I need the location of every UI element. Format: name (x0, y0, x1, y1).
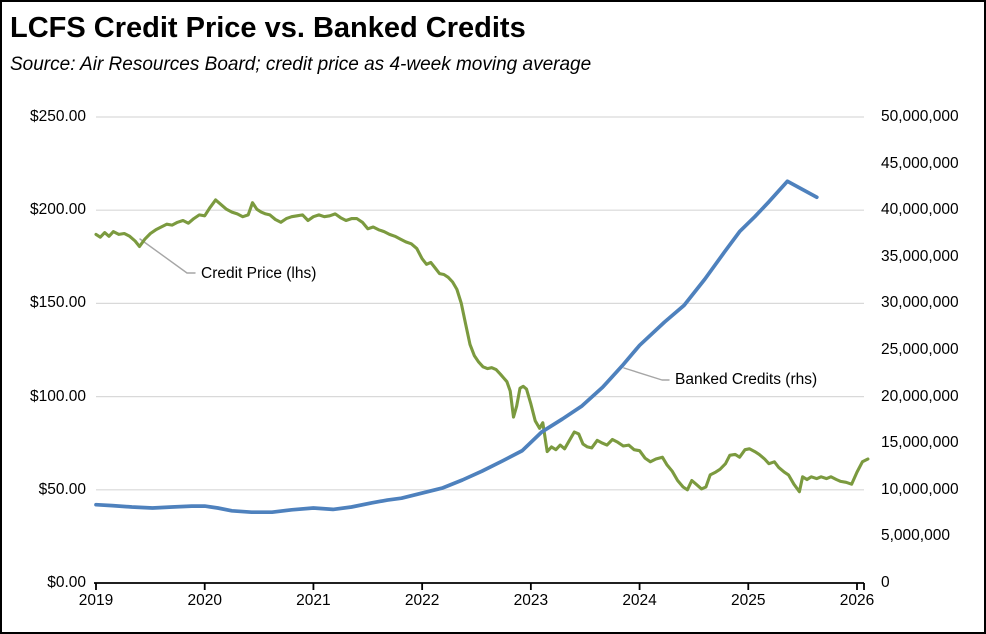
y-left-tick-label: $50.00 (38, 480, 86, 498)
y-right-tick-label: 5,000,000 (881, 527, 950, 545)
y-right-tick-label: 40,000,000 (881, 201, 959, 219)
y-right-tick-label: 0 (881, 574, 890, 591)
x-tick-label: 2022 (404, 592, 440, 609)
banked-credits-line (94, 179, 819, 515)
x-tick-label: 2024 (622, 592, 657, 609)
y-right-tick-label: 10,000,000 (881, 480, 959, 498)
y-left-tick-label: $100.00 (29, 387, 86, 405)
y-right-tick-label: 20,000,000 (881, 387, 959, 405)
y-right-tick-label: 15,000,000 (881, 434, 959, 452)
x-tick-label: 2026 (839, 592, 875, 609)
x-tick-label: 2020 (187, 592, 222, 609)
y-right-tick-label: 25,000,000 (881, 341, 959, 358)
y-right-tick-label: 30,000,000 (881, 294, 959, 312)
credit-price-line (94, 198, 870, 494)
annotation-label-banked-credits: Banked Credits (rhs) (675, 371, 818, 388)
y-right-tick-label: 45,000,000 (881, 154, 959, 172)
y-left-tick-label: $0.00 (47, 574, 86, 591)
y-right-tick-label: 35,000,000 (881, 247, 959, 265)
chart-subtitle: Source: Air Resources Board; credit pric… (10, 54, 592, 75)
x-tick-label: 2023 (513, 592, 549, 609)
annotation-label-credit-price: Credit Price (lhs) (201, 265, 317, 282)
y-right-tick-label: 50,000,000 (881, 108, 959, 125)
x-tick-label: 2019 (78, 592, 114, 609)
annotation-leader-line-1 (623, 367, 670, 381)
y-left-tick-label: $200.00 (29, 201, 86, 219)
y-left-tick-label: $150.00 (29, 294, 86, 312)
annotation-leader-line-0 (139, 238, 196, 274)
y-left-tick-label: $250.00 (29, 108, 86, 125)
x-tick-label: 2021 (296, 592, 331, 609)
x-tick-label: 2025 (731, 592, 766, 609)
chart-title: LCFS Credit Price vs. Banked Credits (10, 12, 526, 44)
